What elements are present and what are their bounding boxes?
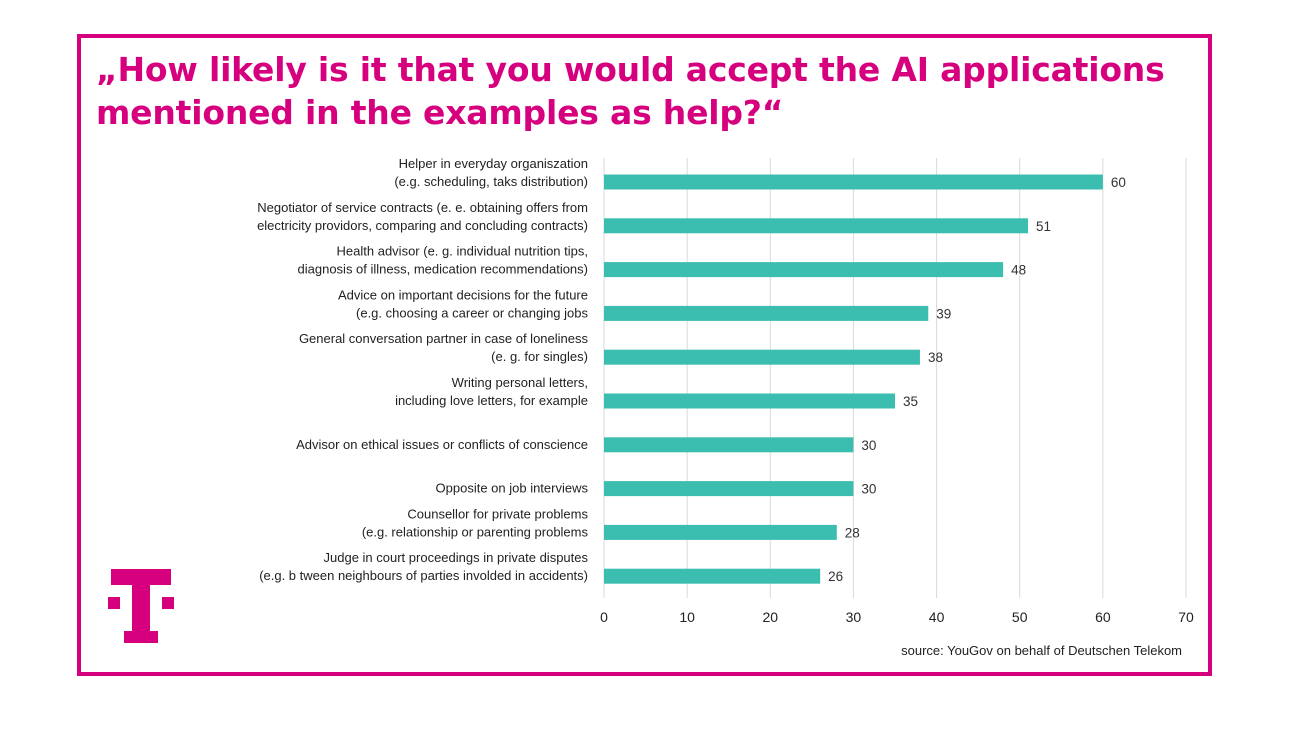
bar <box>604 393 895 409</box>
bar-value-label: 26 <box>828 569 843 584</box>
category-label: (e. g. for singles) <box>491 349 588 364</box>
title-line-1: „How likely is it that you would accept … <box>96 50 1165 89</box>
x-tick-label: 60 <box>1095 609 1111 625</box>
category-label: Health advisor (e. g. individual nutriti… <box>337 244 588 259</box>
category-label: diagnosis of illness, medication recomme… <box>298 262 588 277</box>
x-tick-label: 30 <box>846 609 862 625</box>
x-tick-label: 0 <box>600 609 608 625</box>
category-label: General conversation partner in case of … <box>299 331 589 346</box>
x-tick-label: 50 <box>1012 609 1028 625</box>
bar-value-label: 51 <box>1036 219 1051 234</box>
category-labels: Helper in everyday organiszation (e.g. sc… <box>257 156 588 583</box>
category-label: Helper in everyday organiszation <box>399 156 588 171</box>
bar <box>604 262 1004 278</box>
x-tick-label: 10 <box>679 609 695 625</box>
x-axis-ticks: 0 10 20 30 40 50 60 70 <box>600 609 1194 625</box>
category-label: Negotiator of service contracts (e. e. o… <box>257 200 588 215</box>
category-label: Opposite on job interviews <box>436 481 589 496</box>
bar-value-label: 35 <box>903 394 918 409</box>
category-label: Advice on important decisions for the fu… <box>338 287 588 302</box>
category-label: (e.g. b tween neighbours of parties invo… <box>259 568 588 583</box>
bar <box>604 481 854 497</box>
category-label: Counsellor for private problems <box>407 506 588 521</box>
bar-value-label: 30 <box>861 438 876 453</box>
bar <box>604 218 1029 234</box>
bar <box>604 174 1103 190</box>
title-line-2: mentioned in the examples as help?“ <box>96 93 784 132</box>
bar <box>604 437 854 453</box>
bar <box>604 568 821 584</box>
category-label: Judge in court proceedings in private di… <box>324 550 589 565</box>
bar-value-label: 39 <box>936 306 951 321</box>
bar-value-label: 38 <box>928 350 943 365</box>
chart-frame <box>77 34 1212 676</box>
x-tick-label: 40 <box>929 609 945 625</box>
category-label: electricity providors, comparing and con… <box>257 218 588 233</box>
category-label: including love letters, for example <box>395 393 588 408</box>
bar-value-label: 60 <box>1111 175 1126 190</box>
bar <box>604 524 837 540</box>
category-label: (e.g. scheduling, taks distribution) <box>394 174 588 189</box>
x-tick-label: 20 <box>762 609 778 625</box>
source-note: source: YouGov on behalf of Deutschen Te… <box>901 643 1182 658</box>
chart-title: „How likely is it that you would accept … <box>96 48 1176 134</box>
bar <box>604 305 929 321</box>
bar-value-label: 28 <box>845 525 860 540</box>
category-label: (e.g. choosing a career or changing jobs <box>356 305 588 320</box>
x-tick-label: 70 <box>1178 609 1194 625</box>
category-label: (e.g. relationship or parenting problems <box>362 524 589 539</box>
category-label: Advisor on ethical issues or conflicts o… <box>296 437 588 452</box>
telekom-t-logo-icon <box>108 569 174 643</box>
bar-value-label: 30 <box>861 482 876 497</box>
bar-value-label: 48 <box>1011 263 1026 278</box>
bar <box>604 349 920 365</box>
category-label: Writing personal letters, <box>452 375 588 390</box>
bars: 60 51 48 39 38 35 30 30 28 26 <box>604 174 1126 584</box>
